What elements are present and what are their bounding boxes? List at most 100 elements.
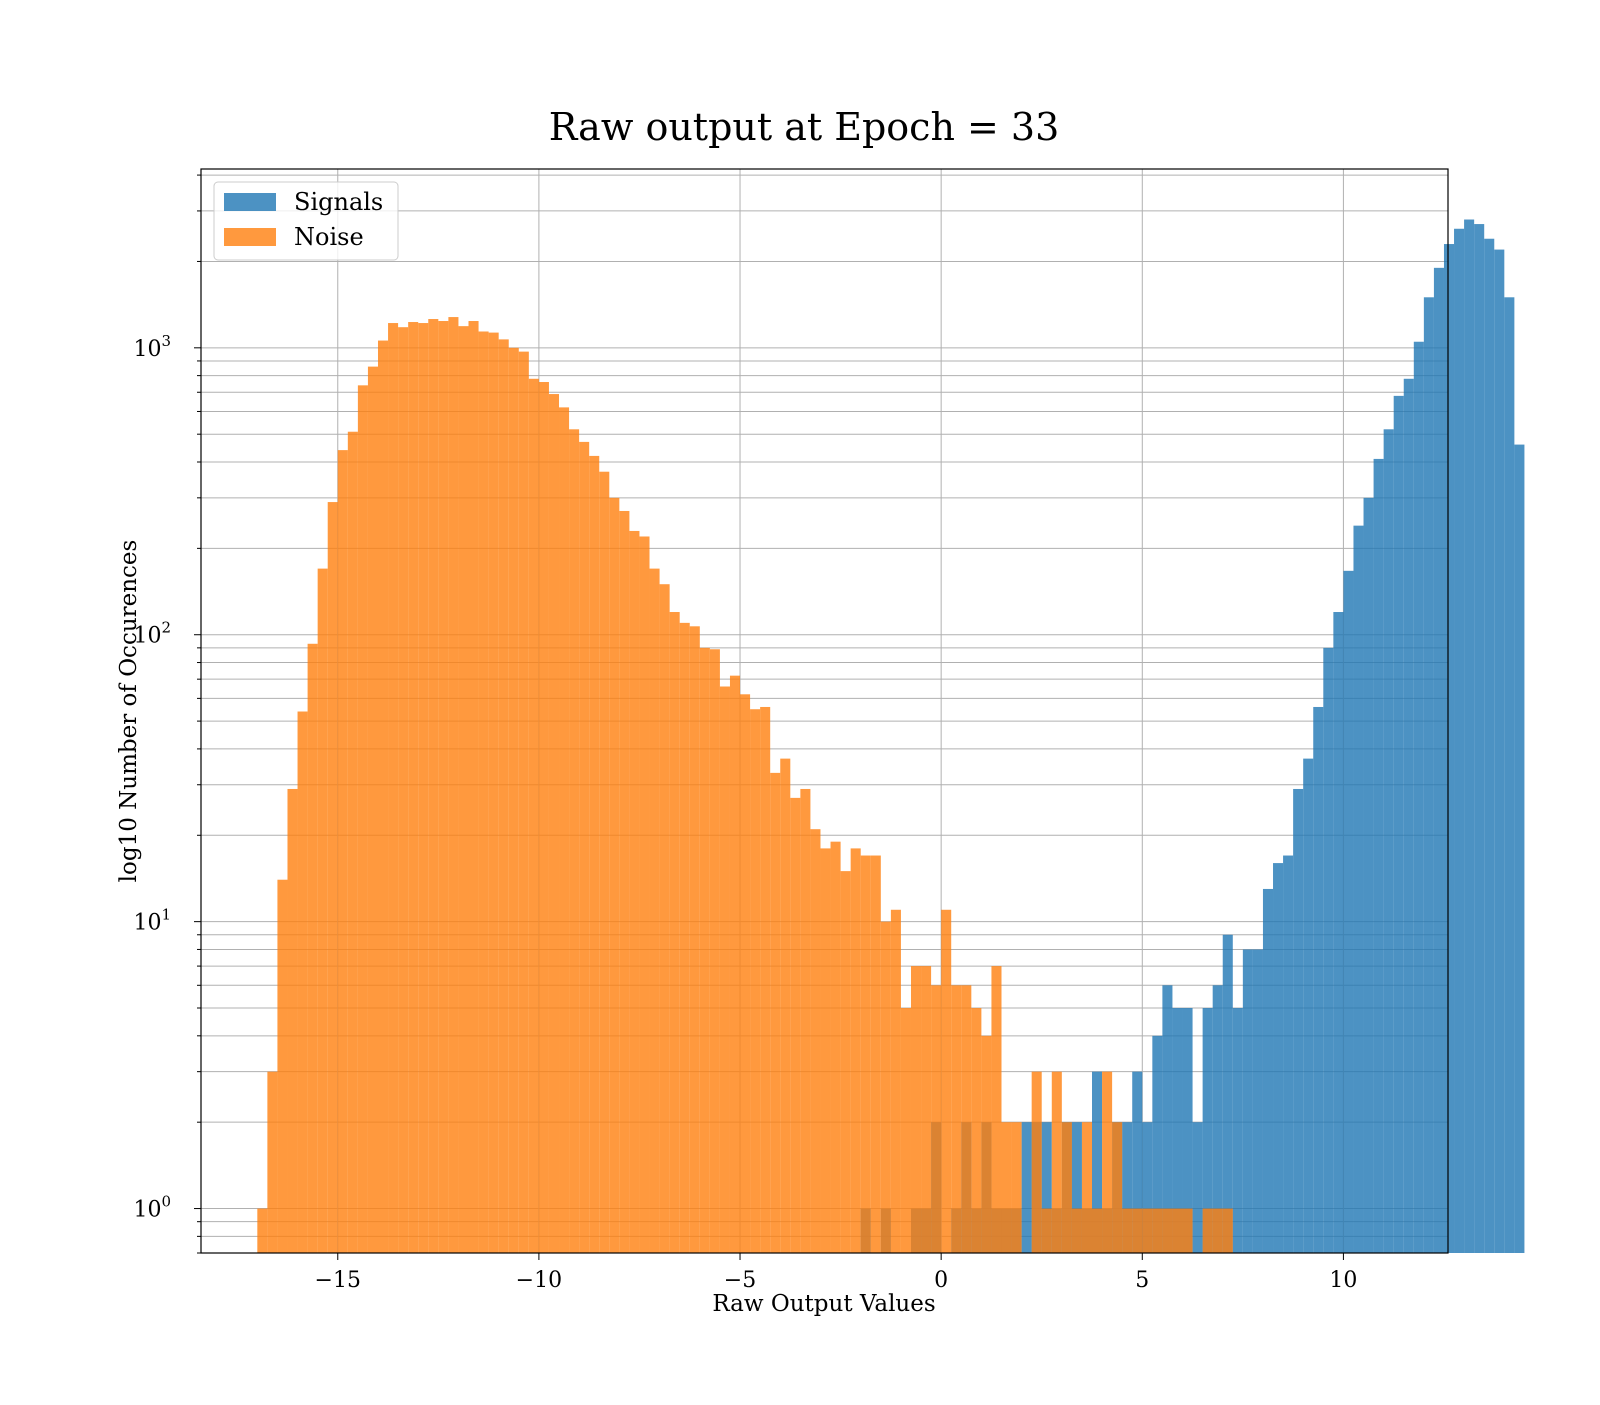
bar-noise — [377, 340, 389, 1253]
bar-signals — [1232, 1008, 1243, 1253]
axes-frame — [200, 168, 1449, 1254]
chart-title: Raw output at Epoch = 33 — [549, 105, 1060, 149]
bar-noise — [1102, 1071, 1113, 1253]
bar-noise — [438, 321, 449, 1253]
bar-signals — [1504, 297, 1515, 1253]
bar-noise — [649, 568, 660, 1253]
bar-noise — [327, 502, 338, 1253]
bar-noise — [629, 530, 640, 1253]
bar-signals — [1071, 1122, 1082, 1253]
bar-noise — [619, 510, 630, 1253]
bar-noise — [1011, 1122, 1022, 1253]
bar-signals — [1423, 297, 1434, 1253]
x-tick-label: −5 — [724, 1268, 756, 1293]
bar-noise — [1132, 1208, 1143, 1253]
bar-signals — [1212, 985, 1223, 1253]
bar-noise — [257, 1208, 268, 1253]
x-tick-label: −15 — [315, 1268, 361, 1293]
y-tick-label: 101 — [133, 906, 171, 936]
bar-signals — [1403, 378, 1414, 1253]
bar-noise — [910, 966, 922, 1253]
bar-noise — [488, 332, 499, 1253]
bar-signals — [1222, 934, 1233, 1253]
bar-noise — [820, 848, 831, 1253]
bar-noise — [317, 568, 328, 1253]
bar-signals — [1152, 1035, 1163, 1253]
y-tick-label: 103 — [133, 332, 171, 362]
bar-noise — [1202, 1208, 1213, 1253]
series-noise — [257, 317, 1233, 1254]
bar-noise — [679, 622, 690, 1253]
bar-noise — [347, 431, 358, 1253]
bar-noise — [297, 711, 308, 1253]
bar-signals — [1303, 758, 1314, 1253]
bar-noise — [659, 584, 670, 1253]
legend-swatch-noise — [224, 228, 276, 246]
series-signals — [860, 219, 1525, 1254]
bar-noise — [639, 536, 650, 1253]
bar-noise — [760, 706, 771, 1253]
bar-noise — [840, 871, 851, 1253]
bar-noise — [1092, 1208, 1103, 1253]
x-tick-label: 10 — [1329, 1268, 1357, 1293]
bar-noise — [458, 326, 469, 1253]
bar-signals — [1273, 863, 1284, 1253]
bar-noise — [689, 626, 700, 1253]
bar-noise — [740, 694, 751, 1253]
bar-noise — [921, 966, 932, 1253]
bar-noise — [428, 319, 439, 1253]
bar-noise — [941, 909, 952, 1253]
bar-noise — [1212, 1208, 1223, 1253]
bar-noise — [1162, 1208, 1173, 1253]
bar-noise — [337, 450, 348, 1253]
bar-signals — [1283, 855, 1294, 1253]
bar-noise — [408, 322, 419, 1253]
histogram-bars — [257, 219, 1525, 1254]
x-tick-label: 5 — [1135, 1268, 1149, 1293]
bar-noise — [931, 985, 942, 1253]
bar-noise — [388, 323, 399, 1253]
bar-signals — [1363, 497, 1374, 1253]
bar-noise — [1001, 1122, 1012, 1253]
bar-noise — [1081, 1122, 1093, 1253]
bar-noise — [971, 1008, 982, 1253]
bar-noise — [850, 848, 861, 1253]
bar-noise — [1071, 1208, 1082, 1253]
bar-signals — [1443, 244, 1455, 1253]
bar-noise — [528, 378, 539, 1253]
bar-noise — [307, 643, 318, 1253]
bar-noise — [267, 1071, 278, 1253]
bar-noise — [559, 407, 570, 1254]
bar-signals — [1454, 228, 1465, 1253]
bar-signals — [1192, 1122, 1203, 1253]
bar-noise — [669, 612, 680, 1253]
y-axis-label: log10 Number of Occurences — [116, 540, 142, 883]
bar-signals — [1464, 219, 1475, 1254]
bar-noise — [277, 879, 288, 1253]
bar-signals — [1252, 949, 1263, 1253]
bar-signals — [1293, 788, 1304, 1253]
bar-signals — [1262, 888, 1274, 1253]
bar-signals — [1383, 429, 1394, 1253]
bar-noise — [1031, 1071, 1042, 1253]
bar-signals — [1142, 1122, 1153, 1253]
bar-noise — [518, 351, 529, 1254]
bar-signals — [1433, 267, 1444, 1254]
legend-label-noise: Noise — [294, 223, 364, 251]
bar-signals — [1474, 224, 1485, 1253]
bar-noise — [1112, 1122, 1123, 1253]
bar-signals — [1353, 525, 1364, 1253]
x-axis-label: Raw Output Values — [712, 1291, 935, 1317]
bar-noise — [609, 497, 620, 1253]
y-tick-label: 102 — [133, 619, 171, 649]
bar-signals — [1202, 1008, 1213, 1253]
y-tick-label: 100 — [133, 1193, 171, 1223]
bar-noise — [719, 686, 730, 1253]
bar-signals — [1484, 238, 1495, 1254]
bar-signals — [1132, 1071, 1143, 1253]
bar-noise — [961, 985, 972, 1253]
bar-noise — [1061, 1122, 1072, 1253]
x-tick-label: −10 — [516, 1268, 562, 1293]
bar-noise — [398, 327, 409, 1253]
bar-signals — [1323, 647, 1334, 1253]
